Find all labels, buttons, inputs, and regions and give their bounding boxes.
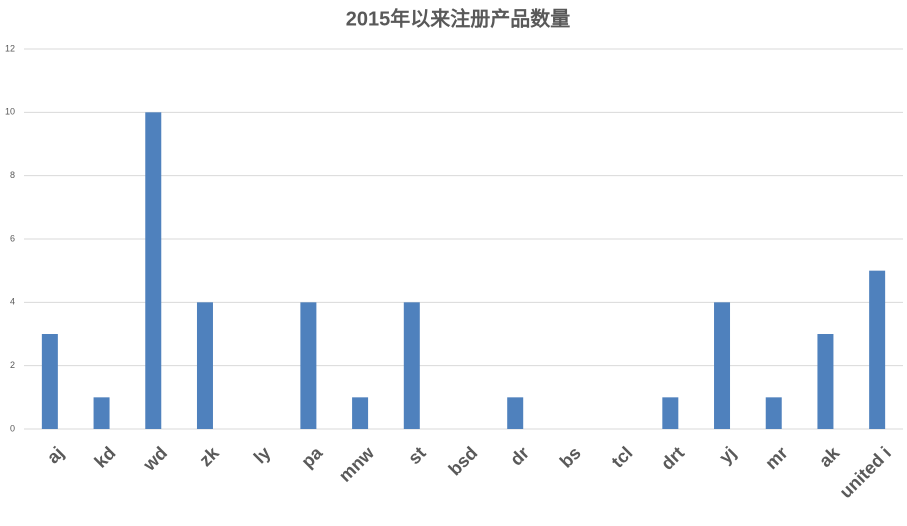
- y-tick-label: 10: [5, 107, 15, 117]
- bar: [765, 397, 782, 429]
- x-tick-label: mnw: [335, 442, 379, 486]
- x-tick-label: bsd: [445, 443, 482, 480]
- bar: [817, 334, 834, 429]
- x-tick-label: zk: [195, 442, 223, 470]
- bar: [662, 397, 679, 429]
- x-tick-label: united i: [836, 443, 895, 502]
- bar: [196, 302, 213, 429]
- bar: [403, 302, 420, 429]
- y-tick-label: 2: [10, 360, 15, 370]
- bar: [93, 397, 110, 429]
- x-tick-label: kd: [90, 443, 119, 472]
- y-tick-label: 6: [10, 233, 15, 243]
- x-tick-label: ly: [250, 443, 275, 468]
- bar: [869, 270, 886, 429]
- x-tick-label: yj: [715, 443, 740, 468]
- bar: [714, 302, 731, 429]
- x-tick-label: ak: [815, 442, 844, 471]
- x-tick-label: st: [404, 443, 429, 468]
- x-tick-label: aj: [43, 443, 68, 468]
- x-tick-label: dr: [506, 443, 533, 470]
- y-tick-label: 12: [5, 43, 15, 53]
- bar: [41, 334, 58, 429]
- x-tick-label: drt: [657, 443, 688, 474]
- bar: [300, 302, 317, 429]
- bar: [507, 397, 524, 429]
- bar: [145, 112, 162, 429]
- y-tick-label: 4: [10, 297, 15, 307]
- x-tick-label: bs: [556, 443, 585, 472]
- x-tick-label: wd: [139, 443, 172, 476]
- y-tick-label: 8: [10, 170, 15, 180]
- chart-title: 2015年以来注册产品数量: [346, 6, 571, 30]
- x-tick-label: pa: [297, 442, 327, 472]
- x-tick-label: tcl: [607, 443, 636, 472]
- x-tick-label: mr: [761, 443, 791, 473]
- y-tick-label: 0: [10, 423, 15, 433]
- bar: [352, 397, 369, 429]
